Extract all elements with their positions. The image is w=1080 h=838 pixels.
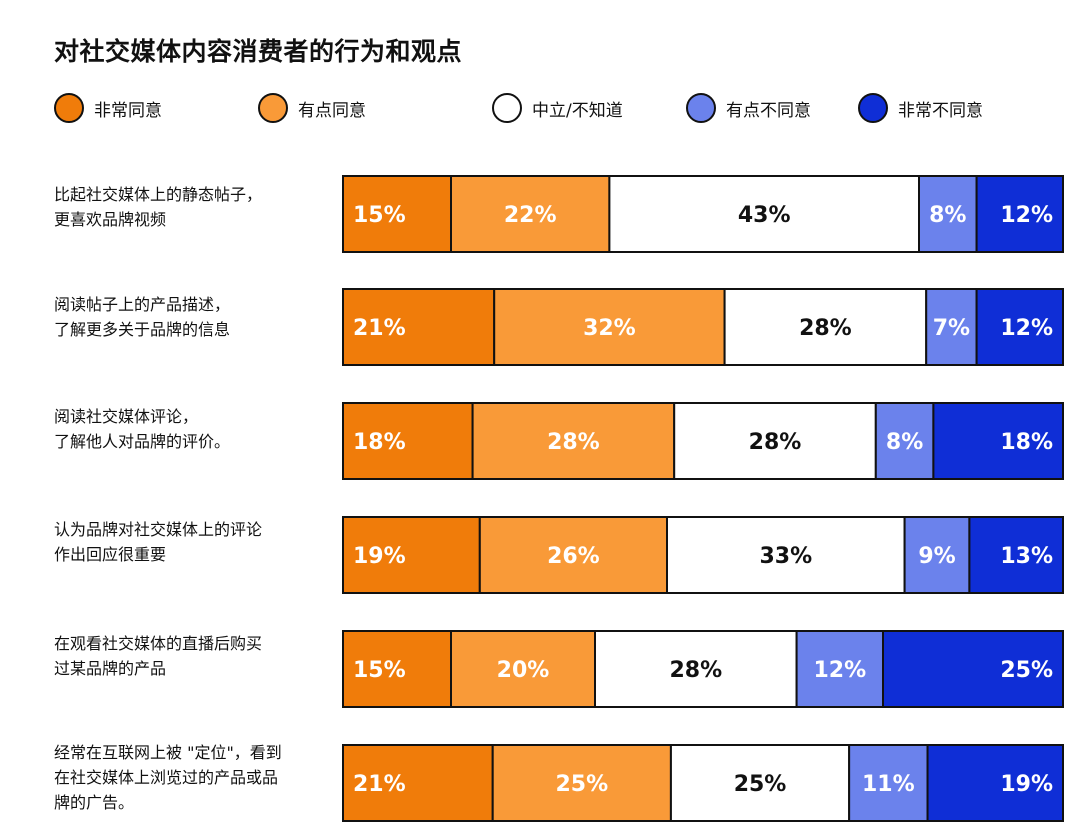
bar-segment-row2-series1 [342,288,496,366]
bar-segment-row4-series3 [666,516,906,594]
legend-label: 中立/不知道 [532,100,623,121]
bar-segment-row1-series1 [342,175,452,253]
row-label-3: 阅读社交媒体评论， 了解他人对品牌的评价。 [54,407,231,451]
bar-segment-row3-series2 [471,402,676,480]
data-label-row1-series4: 8% [929,203,966,228]
legend-item-3: 中立/不知道 [492,89,623,127]
data-label-row3-series3: 28% [749,430,802,455]
bar-segment-row2-series5 [975,288,1064,366]
row-label-4: 认为品牌对社交媒体上的评论 作出回应很重要 [54,520,263,564]
row-label-1: 比起社交媒体上的静态帖子， 更喜欢品牌视频 [54,185,263,229]
legend-item-1: 非常同意 [54,89,162,127]
legend-label: 有点同意 [298,100,366,121]
data-label-row6-series5: 19% [1000,772,1053,797]
data-label-row3-series1: 18% [353,430,406,455]
bar-segment-row6-series3 [669,744,851,822]
chart-title: 对社交媒体内容消费者的行为和观点 [54,37,463,66]
bar-segment-row6-series1 [342,744,494,822]
bar-segment-row1-series4 [918,175,978,253]
data-label-row6-series4: 11% [862,772,915,797]
data-label-row1-series1: 15% [353,203,406,228]
data-label-row3-series4: 8% [886,430,923,455]
data-label-row1-series3: 43% [738,203,791,228]
bar-segment-row5-series2 [450,630,596,708]
data-label-row4-series3: 33% [759,544,812,569]
legend-item-5: 非常不同意 [858,89,983,127]
row-label-5: 在观看社交媒体的直播后购买 过某品牌的产品 [54,634,263,678]
bar-segment-row5-series1 [342,630,452,708]
data-label-row2-series2: 32% [583,316,636,341]
legend-label: 有点不同意 [726,100,811,121]
data-label-row5-series3: 28% [669,658,722,683]
row-label-2: 阅读帖子上的产品描述， 了解更多关于品牌的信息 [54,295,231,339]
data-label-row1-series5: 12% [1000,203,1053,228]
data-label-row2-series4: 7% [933,316,970,341]
bar-segment-row2-series4 [925,288,978,366]
data-label-row5-series5: 25% [1000,658,1053,683]
data-label-row2-series5: 12% [1000,316,1053,341]
bar-segment-row1-series5 [975,175,1064,253]
bar-segment-row4-series1 [342,516,481,594]
data-label-row4-series5: 13% [1000,544,1053,569]
data-label-row5-series1: 15% [353,658,406,683]
legend-label: 非常不同意 [898,100,983,121]
data-label-row6-series3: 25% [734,772,787,797]
data-label-row1-series2: 22% [504,203,557,228]
legend-swatch [686,93,716,123]
bar-segment-row5-series5 [882,630,1064,708]
data-label-row2-series3: 28% [799,316,852,341]
legend-item-2: 有点同意 [258,89,366,127]
bar-segment-row3-series5 [932,402,1065,480]
data-label-row2-series1: 21% [353,316,406,341]
legend-swatch [54,93,84,123]
data-label-row3-series5: 18% [1000,430,1053,455]
legend-item-4: 有点不同意 [686,89,811,127]
data-label-row5-series2: 20% [497,658,550,683]
data-label-row6-series2: 25% [555,772,608,797]
data-label-row4-series4: 9% [918,544,955,569]
bar-segment-row2-series2 [493,288,726,366]
bar-segment-row3-series4 [874,402,935,480]
bar-segment-row1-series3 [608,175,921,253]
legend-swatch [858,93,888,123]
legend-swatch [492,93,522,123]
data-label-row6-series1: 21% [353,772,406,797]
data-label-row4-series1: 19% [353,544,406,569]
bar-segment-row6-series4 [848,744,929,822]
row-label-6: 经常在互联网上被 "定位"，看到 在社交媒体上浏览过的产品或品 牌的广告。 [54,743,282,812]
bar-segment-row2-series3 [723,288,928,366]
bar-segment-row6-series5 [926,744,1064,822]
bar-segment-row6-series2 [491,744,672,822]
legend-swatch [258,93,288,123]
data-label-row4-series2: 26% [547,544,600,569]
bar-segment-row5-series4 [795,630,884,708]
data-label-row5-series4: 12% [813,658,866,683]
legend-label: 非常同意 [94,100,162,121]
data-label-row3-series2: 28% [547,430,600,455]
bar-segment-row4-series5 [968,516,1065,594]
bar-segment-row5-series3 [594,630,798,708]
